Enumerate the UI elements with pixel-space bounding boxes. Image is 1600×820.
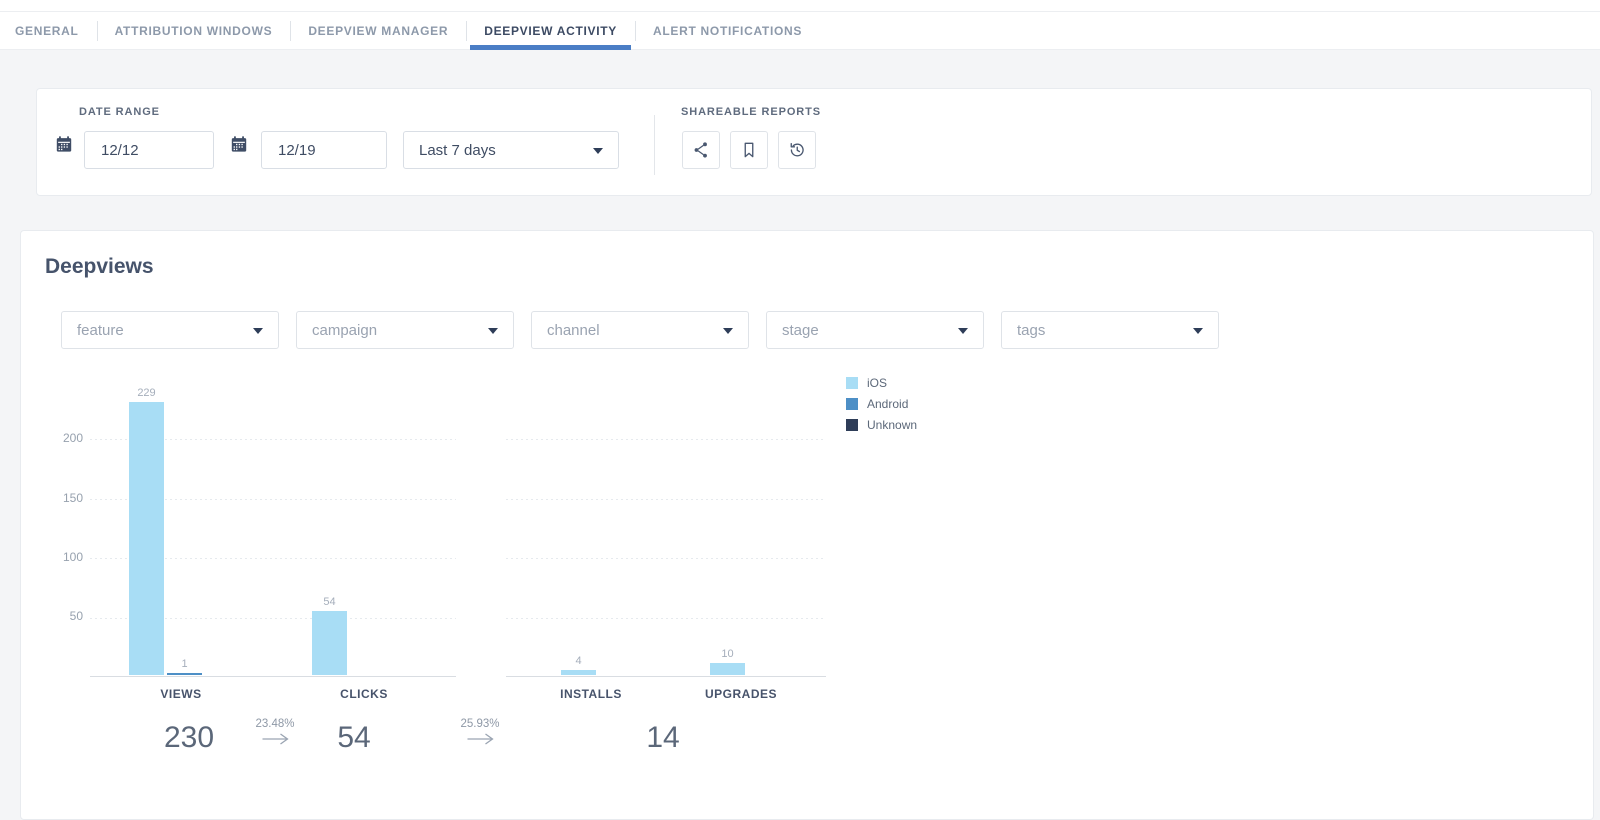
filter-placeholder: tags — [1017, 321, 1046, 339]
calendar-icon — [231, 136, 247, 152]
report-history-button[interactable] — [778, 131, 816, 169]
category-label-installs: INSTALLS — [560, 687, 622, 701]
tab-label: DEEPVIEW ACTIVITY — [484, 23, 618, 38]
chevron-down-icon — [1193, 328, 1203, 334]
views-to-clicks-conversion: 23.48% — [255, 718, 295, 746]
bar-views-ios[interactable]: 229 — [129, 387, 164, 675]
tab-deepview-manager[interactable]: DEEPVIEW MANAGER — [290, 12, 466, 49]
tab-label: ALERT NOTIFICATIONS — [653, 23, 803, 38]
bar-clicks-ios[interactable]: 54 — [312, 596, 347, 675]
conversion-rate-label: 23.48% — [255, 718, 295, 730]
gridline-150 — [506, 499, 826, 500]
filter-placeholder: stage — [782, 321, 819, 339]
y-tick: 50 — [69, 609, 83, 623]
bar-value-label: 229 — [137, 387, 156, 399]
tab-deepview-activity[interactable]: DEEPVIEW ACTIVITY — [466, 12, 635, 50]
tab-label: DEEPVIEW MANAGER — [308, 23, 449, 38]
filter-stage[interactable]: stage — [766, 311, 984, 349]
legend-label: Android — [867, 397, 909, 411]
legend-label: iOS — [867, 376, 888, 390]
report-controls-card: DATE RANGE Last 7 days SHAREABLE REPORTS — [36, 88, 1592, 196]
legend-swatch-android — [846, 398, 858, 410]
tab-attribution-windows[interactable]: ATTRIBUTION WINDOWS — [96, 12, 291, 49]
gridline-50 — [90, 618, 456, 619]
chevron-down-icon — [593, 148, 603, 154]
filter-campaign[interactable]: campaign — [296, 311, 514, 349]
page-title: Deepviews — [45, 255, 154, 278]
chevron-down-icon — [723, 328, 733, 334]
filter-placeholder: campaign — [312, 321, 378, 339]
legend-swatch-unknown — [846, 419, 858, 431]
x-axis-left — [90, 676, 456, 677]
right-arrow-icon — [466, 733, 494, 745]
settings-tab-bar: GENERAL ATTRIBUTION WINDOWS DEEPVIEW MAN… — [0, 12, 1600, 50]
bar-views-android[interactable]: 1 — [167, 658, 202, 675]
tab-label: ATTRIBUTION WINDOWS — [114, 23, 273, 38]
tab-general[interactable]: GENERAL — [15, 12, 97, 49]
chevron-down-icon — [253, 328, 263, 334]
history-icon — [790, 143, 804, 157]
legend-item-ios[interactable]: iOS — [846, 376, 887, 390]
y-tick: 100 — [62, 550, 83, 564]
top-strip — [0, 0, 1600, 12]
bar-installs-ios[interactable]: 4 — [561, 655, 596, 675]
date-range-label: DATE RANGE — [79, 106, 160, 118]
gridline-50 — [506, 618, 826, 619]
tab-label: GENERAL — [15, 23, 79, 38]
filter-tags[interactable]: tags — [1001, 311, 1219, 349]
bar-value-label: 4 — [575, 655, 582, 667]
share-icon — [694, 142, 707, 158]
end-date-input[interactable] — [261, 131, 387, 169]
legend-swatch-ios — [846, 377, 858, 389]
bar-upgrades-ios[interactable]: 10 — [710, 648, 745, 675]
chevron-down-icon — [958, 328, 968, 334]
filter-feature[interactable]: feature — [61, 311, 279, 349]
category-label-clicks: CLICKS — [340, 687, 388, 701]
tab-alert-notifications[interactable]: ALERT NOTIFICATIONS — [635, 12, 820, 49]
start-date-input[interactable] — [84, 131, 214, 169]
bar-value-label: 1 — [181, 658, 188, 670]
conversion-rate-label: 25.93% — [460, 718, 500, 730]
gridline-150 — [90, 499, 456, 500]
gridline-100 — [506, 558, 826, 559]
filter-placeholder: channel — [547, 321, 600, 339]
gridline-200 — [506, 439, 826, 440]
date-preset-select[interactable]: Last 7 days — [403, 131, 619, 169]
gridline-100 — [90, 558, 456, 559]
date-preset-value: Last 7 days — [419, 141, 496, 159]
save-report-button[interactable] — [730, 131, 768, 169]
category-label-views: VIEWS — [160, 687, 202, 701]
clicks-to-installs-conversion: 25.93% — [460, 718, 500, 746]
bar-value-label: 10 — [721, 648, 734, 660]
y-tick: 150 — [62, 491, 83, 505]
legend-item-android[interactable]: Android — [846, 397, 908, 411]
gridline-200 — [90, 439, 456, 440]
deepviews-card: Deepviews feature campaign channel stage… — [20, 230, 1594, 820]
right-arrow-icon — [261, 733, 289, 745]
share-report-button[interactable] — [682, 131, 720, 169]
bar-value-label: 54 — [323, 596, 336, 608]
chevron-down-icon — [488, 328, 498, 334]
divider — [654, 115, 655, 175]
y-tick: 200 — [62, 431, 83, 445]
shareable-reports-label: SHAREABLE REPORTS — [681, 106, 821, 118]
legend-item-unknown[interactable]: Unknown — [846, 418, 917, 432]
legend-label: Unknown — [867, 418, 918, 432]
x-axis-right — [506, 676, 826, 677]
category-label-upgrades: UPGRADES — [704, 687, 778, 701]
bookmark-icon — [744, 142, 754, 158]
filter-channel[interactable]: channel — [531, 311, 749, 349]
installs-upgrades-total: 14 — [646, 721, 680, 754]
clicks-total: 54 — [337, 721, 371, 754]
calendar-icon — [56, 136, 72, 152]
filter-placeholder: feature — [77, 321, 124, 339]
views-total: 230 — [163, 721, 215, 754]
